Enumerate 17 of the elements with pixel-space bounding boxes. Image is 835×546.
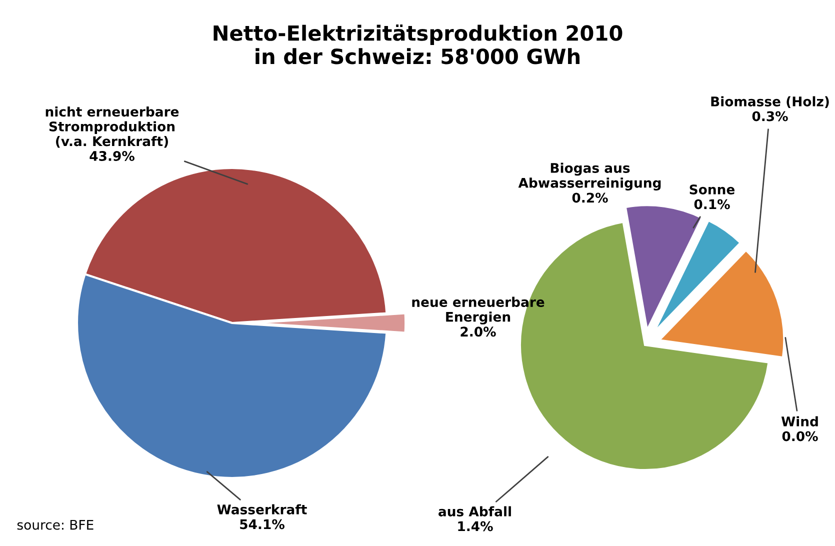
slice-label: Wasserkraft xyxy=(217,504,307,514)
slice-label: aus Abfall xyxy=(438,506,511,516)
data-label: 0.3% xyxy=(752,111,788,122)
source-note: source: BFE xyxy=(17,520,94,530)
data-label: 2.0% xyxy=(460,326,496,337)
category-label: Wind xyxy=(781,416,818,426)
slice-label: nicht erneuerbare Stromproduktion (v.a. Kernkraft) xyxy=(46,106,179,148)
data-label: 54.1% xyxy=(240,519,284,530)
chart-title: Netto-Elektrizitätsproduktion 2010 in der Schweiz: 58'000 GWh xyxy=(214,24,622,64)
slice-label: Biomasse (Holz) xyxy=(711,96,829,108)
data-label: 0.1% xyxy=(694,199,730,210)
data-label: 43.9% xyxy=(90,151,134,161)
data-label: 1.4% xyxy=(458,521,493,532)
slice-label: Sonne xyxy=(690,184,735,194)
data-label: 0.2% xyxy=(572,192,608,203)
slice-label: Biogas aus Abwasserreinigung xyxy=(518,162,661,190)
text: 0.0% xyxy=(782,431,818,442)
